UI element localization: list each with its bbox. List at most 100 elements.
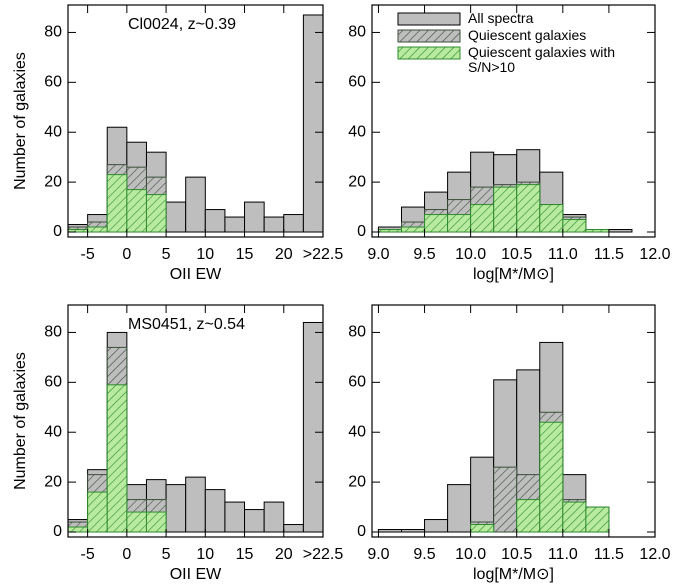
histogram-bar <box>585 229 610 233</box>
annotation: MS0451, z~0.54 <box>128 316 245 333</box>
x-tick-label: 9.0 <box>367 246 389 263</box>
y-tick-label: 40 <box>348 123 366 140</box>
histogram-bar <box>106 174 128 233</box>
x-tick-label: 20 <box>275 246 293 263</box>
histogram-bar <box>283 214 304 233</box>
plot-frame <box>371 4 656 238</box>
histogram-bar <box>377 229 402 233</box>
histogram-bar <box>204 209 226 233</box>
x-tick-label: -5 <box>80 546 94 563</box>
x-tick-label: 11.0 <box>548 246 578 263</box>
x-tick-label: 9.5 <box>413 546 435 563</box>
histogram-bar <box>126 511 147 533</box>
x-tick-label: 10 <box>196 546 214 563</box>
x-tick-label: 5 <box>162 546 171 563</box>
histogram-bar <box>263 501 285 533</box>
y-tick-label: 80 <box>44 324 62 341</box>
x-axis-label: OII EW <box>170 566 222 583</box>
histogram-bar <box>165 201 187 233</box>
x-tick-label: 9.5 <box>413 246 435 263</box>
y-tick-label: 80 <box>348 24 366 41</box>
histogram-bar <box>204 489 226 533</box>
histogram-bar <box>424 519 449 533</box>
histogram-bar <box>516 184 541 233</box>
x-tick-label: 15 <box>236 246 254 263</box>
plot-frame <box>67 304 324 538</box>
x-tick-label: 12.0 <box>639 246 670 263</box>
plot-frame <box>371 304 656 538</box>
histogram-bar <box>447 484 472 533</box>
histogram-bar <box>244 509 265 533</box>
histogram-bar <box>493 186 518 233</box>
histogram-bar <box>224 216 246 233</box>
histogram-bar <box>224 501 246 533</box>
x-tick-label: 11.5 <box>594 546 624 563</box>
histogram-bar <box>516 499 541 533</box>
y-tick-label: 20 <box>44 473 62 490</box>
y-tick-label: 40 <box>44 423 62 440</box>
histogram-bar <box>377 529 402 533</box>
x-axis-label: log[M*/M⊙] <box>473 566 554 583</box>
histogram-bar <box>126 189 147 233</box>
histogram-bar <box>400 529 426 533</box>
x-tick-label: 20 <box>275 546 293 563</box>
histogram-bar <box>585 506 610 533</box>
x-tick-label: >22.5 <box>303 246 344 263</box>
x-tick-label: >22.5 <box>303 546 344 563</box>
y-tick-label: 0 <box>357 523 366 540</box>
legend-label: All spectra <box>468 10 534 26</box>
y-tick-label: 40 <box>44 123 62 140</box>
x-tick-label: 0 <box>122 546 131 563</box>
histogram-bar <box>67 526 89 533</box>
histogram-bar <box>283 524 304 533</box>
x-tick-label: 10 <box>196 246 214 263</box>
histogram-bar <box>562 501 587 533</box>
legend-swatch <box>397 29 461 43</box>
y-tick-label: 0 <box>357 223 366 240</box>
histogram-bar <box>400 226 426 233</box>
histogram-bar <box>470 204 495 233</box>
histogram-bar <box>106 384 128 533</box>
histogram-bar <box>185 176 206 233</box>
histogram-bar <box>302 321 324 533</box>
histogram-bar <box>493 466 518 533</box>
y-tick-label: 20 <box>348 173 366 190</box>
annotation: Cl0024, z~0.39 <box>128 16 236 33</box>
x-tick-label: -5 <box>80 246 94 263</box>
y-tick-label: 60 <box>44 374 62 391</box>
legend-label: Quiescent galaxies <box>468 27 587 43</box>
y-tick-label: 80 <box>348 324 366 341</box>
y-tick-label: 0 <box>53 523 62 540</box>
x-tick-label: 0 <box>122 246 131 263</box>
histogram-bar <box>244 201 265 233</box>
y-tick-label: 60 <box>44 74 62 91</box>
x-tick-label: 10.0 <box>455 546 486 563</box>
histogram-bar <box>608 229 633 233</box>
histogram-bar <box>424 214 449 233</box>
y-tick-label: 60 <box>348 74 366 91</box>
y-tick-label: 0 <box>53 223 62 240</box>
x-tick-label: 10.0 <box>455 246 486 263</box>
x-tick-label: 11.5 <box>594 246 624 263</box>
legend-swatch <box>397 12 461 26</box>
x-axis-label: OII EW <box>170 266 222 283</box>
histogram-bar <box>185 476 206 533</box>
legend-swatch <box>397 46 461 60</box>
histogram-bar <box>470 524 495 533</box>
x-tick-label: 15 <box>236 546 254 563</box>
y-tick-label: 40 <box>348 423 366 440</box>
y-tick-label: 20 <box>44 173 62 190</box>
legend-label: Quiescent galaxies with S/N>10 <box>468 44 616 75</box>
histogram-bar <box>539 421 564 533</box>
histogram-bar <box>165 484 187 533</box>
histogram-bar <box>145 511 167 533</box>
y-axis-label: Number of galaxies <box>12 52 29 190</box>
y-tick-label: 80 <box>44 24 62 41</box>
histogram-bar <box>447 214 472 233</box>
x-tick-label: 9.0 <box>367 546 389 563</box>
plot-frame <box>67 4 324 238</box>
histogram-bar <box>145 194 167 233</box>
y-tick-label: 20 <box>348 473 366 490</box>
